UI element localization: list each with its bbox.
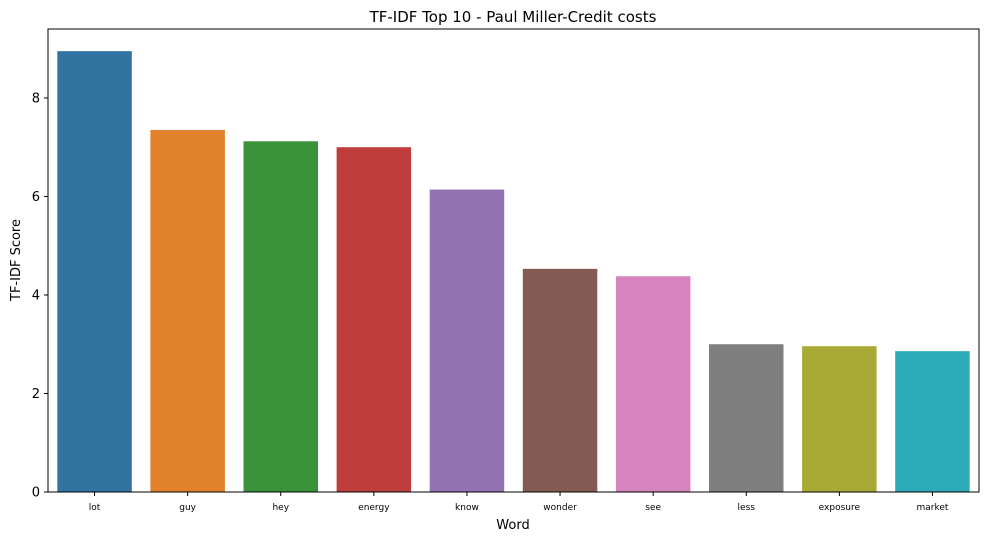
x-axis-label: Word: [496, 518, 529, 533]
y-tick-label: 4: [32, 288, 40, 303]
bar-guy: [150, 129, 225, 492]
y-axis-label: TF-IDF Score: [9, 219, 24, 302]
x-tick-label: wonder: [543, 503, 577, 513]
bar-exposure: [802, 346, 877, 492]
bar-less: [709, 344, 784, 492]
bar-energy: [336, 147, 412, 492]
chart-title: TF-IDF Top 10 - Paul Miller-Credit costs: [369, 8, 657, 26]
bar-lot: [57, 51, 132, 492]
bar-know: [429, 189, 505, 492]
bar-wonder: [522, 268, 598, 492]
x-tick-label: guy: [179, 503, 196, 513]
bar-see: [615, 276, 691, 492]
bars-group: [57, 51, 970, 493]
y-tick-label: 8: [32, 91, 40, 106]
x-tick-label: know: [455, 503, 479, 513]
x-tick-label: hey: [272, 503, 289, 513]
y-tick-label: 2: [32, 387, 40, 402]
bar-hey: [243, 141, 318, 493]
y-tick-label: 0: [32, 486, 40, 501]
y-tick-label: 6: [32, 190, 40, 205]
x-tick-label: market: [916, 503, 948, 513]
y-axis-ticks: 0 2 4 6 8: [32, 91, 48, 501]
x-tick-label: exposure: [819, 503, 861, 513]
x-tick-label: lot: [89, 503, 101, 513]
x-axis-ticks: lot guy hey energy know wonder see less exposure…: [89, 492, 949, 513]
x-tick-label: energy: [358, 503, 390, 513]
x-tick-label: see: [645, 503, 661, 513]
bar-market: [895, 351, 970, 492]
plot-frame: [47, 28, 980, 493]
x-tick-label: less: [738, 503, 756, 513]
